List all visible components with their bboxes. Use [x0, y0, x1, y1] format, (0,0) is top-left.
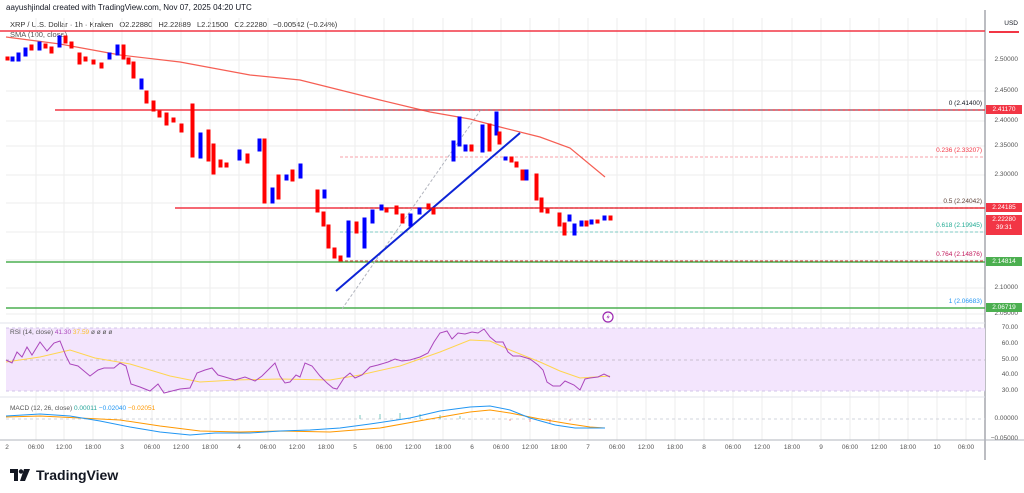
- price-tag-resistance: 2.41170: [986, 105, 1022, 114]
- time-tick: 18:00: [666, 444, 684, 451]
- time-tick: 8: [702, 444, 706, 451]
- time-tick: 06:00: [608, 444, 626, 451]
- fib-level-1: 1 (2.06683): [948, 298, 982, 305]
- fib-level-0764: 0.764 (2.14876): [936, 251, 982, 258]
- time-tick: 12:00: [870, 444, 888, 451]
- macd-tick: −0.05000: [990, 435, 1018, 442]
- time-tick: 12:00: [753, 444, 771, 451]
- price-tag-resistance-2: 2.24185: [986, 203, 1022, 212]
- macd-histogram: [359, 413, 461, 419]
- last-price: 2.22280: [992, 216, 1016, 223]
- time-tick: 3: [120, 444, 124, 451]
- tradingview-logo[interactable]: TradingView: [10, 467, 118, 483]
- rsi-value: 41.30: [54, 329, 72, 336]
- time-tick: 4: [237, 444, 241, 451]
- price-tick: 2.35000: [994, 142, 1019, 149]
- price-change: −0.00542 (−0.24%): [273, 20, 338, 29]
- rsi-line: [5, 328, 611, 394]
- rsi-legend[interactable]: RSI (14, close) 41.30 37.59 ø ø ø ø: [10, 329, 112, 336]
- time-tick: 2: [5, 444, 9, 451]
- bar-countdown: 39:31: [995, 224, 1013, 231]
- rsi-label: RSI (14, close): [10, 329, 53, 336]
- price-tag-support: 2.14814: [986, 257, 1022, 266]
- rsi-tick: 60.00: [1001, 340, 1018, 347]
- brand-name: TradingView: [36, 467, 119, 483]
- time-tick: 12:00: [404, 444, 422, 451]
- price-tick: 2.40000: [994, 117, 1019, 124]
- rsi-tick: 30.00: [1001, 387, 1018, 394]
- time-tick: 9: [819, 444, 823, 451]
- time-tick: 10: [933, 444, 941, 451]
- price-tick: 2.50000: [994, 56, 1019, 63]
- rsi-extra: ø ø ø ø: [91, 329, 113, 336]
- fib-level-0618: 0.618 (2.19945): [936, 222, 982, 229]
- time-tick: 12:00: [55, 444, 73, 451]
- sma-legend[interactable]: SMA (100, close): [10, 30, 68, 39]
- time-tick: 18:00: [317, 444, 335, 451]
- rsi-tick: 50.00: [1001, 356, 1018, 363]
- price-tag-support-2: 2.06719: [986, 303, 1022, 312]
- macd-label: MACD (12, 26, close): [10, 405, 73, 412]
- macd-legend[interactable]: MACD (12, 26, close) 0.00011 −0.02040 −0…: [10, 405, 155, 412]
- time-tick: 5: [353, 444, 357, 451]
- price-level-marker: [989, 31, 1019, 33]
- ohlc-low: L2.21500: [197, 20, 229, 29]
- ohlc-close: C2.22280: [234, 20, 267, 29]
- macd-tick: 0.00000: [994, 415, 1019, 422]
- rsi-tick: 70.00: [1001, 324, 1018, 331]
- time-tick: 18:00: [899, 444, 917, 451]
- currency-label[interactable]: USD: [1004, 20, 1018, 27]
- fib-level-0: 0 (2.41400): [948, 100, 982, 107]
- time-tick: 18:00: [434, 444, 452, 451]
- rsi-tick: 40.00: [1001, 371, 1018, 378]
- symbol-legend: XRP / U.S. Dollar · 1h · Kraken O2.22880…: [10, 20, 341, 29]
- last-price-tag: 2.22280 39:31: [986, 215, 1022, 235]
- time-tick: 18:00: [783, 444, 801, 451]
- time-tick: 6: [470, 444, 474, 451]
- macd-signal-line: [5, 409, 606, 433]
- macd-signal-value: −0.02051: [127, 405, 156, 412]
- fib-level-0236: 0.236 (2.33207): [936, 147, 982, 154]
- time-tick: 12:00: [637, 444, 655, 451]
- macd-line: [5, 405, 605, 436]
- time-tick: 06:00: [259, 444, 277, 451]
- price-tick: 2.30000: [994, 171, 1019, 178]
- time-tick: 12:00: [172, 444, 190, 451]
- price-tick: 2.45000: [994, 87, 1019, 94]
- macd-hist-value: 0.00011: [73, 405, 97, 412]
- sma-100-line: [5, 36, 606, 178]
- time-tick: 12:00: [288, 444, 306, 451]
- time-tick: 06:00: [27, 444, 45, 451]
- price-tick: 2.10000: [994, 284, 1019, 291]
- fibonacci-retracement: [340, 109, 985, 310]
- symbol-name[interactable]: XRP / U.S. Dollar · 1h · Kraken: [10, 20, 114, 29]
- time-tick: 12:00: [521, 444, 539, 451]
- time-tick: 18:00: [550, 444, 568, 451]
- fib-level-05: 0.5 (2.24042): [943, 198, 982, 205]
- time-tick: 18:00: [84, 444, 102, 451]
- time-tick: 06:00: [375, 444, 393, 451]
- trendline: [335, 132, 521, 292]
- time-tick: 06:00: [492, 444, 510, 451]
- price-tick: 2.05000: [994, 310, 1019, 317]
- chart-credit: aayushjindal created with TradingView.co…: [6, 3, 252, 12]
- macd-value: −0.02040: [98, 405, 127, 412]
- time-tick: 06:00: [957, 444, 975, 451]
- tradingview-logo-icon: [10, 469, 30, 481]
- ohlc-high: H2.22889: [158, 20, 191, 29]
- time-tick: 06:00: [724, 444, 742, 451]
- time-tick: 18:00: [201, 444, 219, 451]
- lightning-icon: [602, 311, 614, 323]
- ohlc-open: O2.22880: [119, 20, 153, 29]
- rsi-ma-value: 37.59: [72, 329, 90, 336]
- candlesticks: [5, 35, 613, 262]
- time-tick: 06:00: [143, 444, 161, 451]
- time-tick: 7: [586, 444, 590, 451]
- time-tick: 06:00: [841, 444, 859, 451]
